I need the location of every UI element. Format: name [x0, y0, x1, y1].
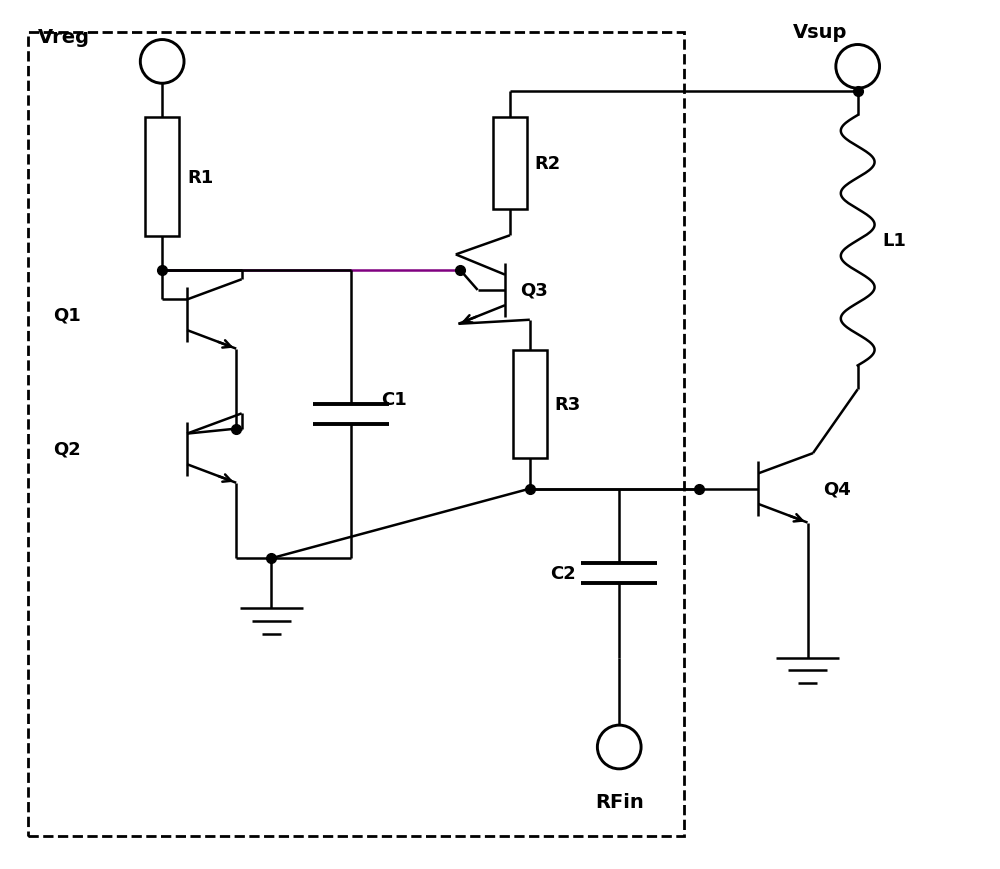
Text: R2: R2	[535, 155, 561, 173]
Bar	[28, 32, 684, 837]
Text: C1: C1	[381, 391, 407, 408]
Text: L1: L1	[883, 232, 906, 250]
Text: Vreg: Vreg	[38, 28, 90, 46]
Text: Vsup: Vsup	[793, 23, 847, 42]
Bar	[513, 351, 547, 459]
Text: R3: R3	[555, 395, 581, 414]
Text: R1: R1	[187, 169, 213, 187]
Bar	[493, 118, 527, 210]
Text: Q2: Q2	[53, 441, 81, 458]
Text: C2: C2	[550, 565, 575, 582]
Text: Q1: Q1	[53, 307, 81, 324]
Bar	[145, 117, 179, 237]
Text: RFin: RFin	[595, 792, 644, 811]
Text: Q4: Q4	[823, 480, 851, 498]
Text: Q3: Q3	[520, 282, 548, 300]
